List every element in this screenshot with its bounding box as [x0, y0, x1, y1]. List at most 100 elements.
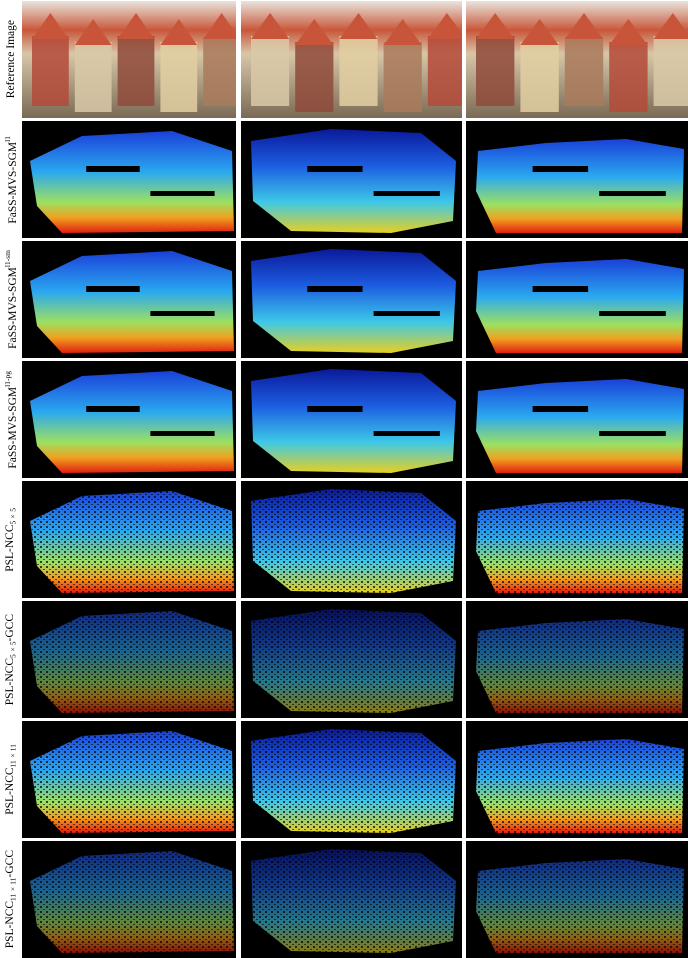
roof	[564, 13, 604, 39]
image	[466, 481, 688, 598]
roof	[653, 13, 688, 39]
noise	[476, 739, 684, 833]
hole	[307, 166, 363, 172]
depth-map	[251, 129, 456, 233]
hole	[150, 191, 215, 196]
image-cell	[241, 841, 462, 958]
depth-map	[251, 249, 456, 353]
label-sup: l1-pg	[3, 370, 13, 387]
image	[466, 721, 688, 838]
depth-map	[476, 259, 684, 353]
image	[241, 721, 462, 838]
figure-row: PSL-NCC5×5	[0, 481, 688, 598]
hole	[532, 286, 589, 292]
image-cell	[22, 481, 236, 598]
image	[466, 361, 688, 478]
image	[241, 1, 462, 118]
figure-row: PSL-NCC5×5-GCC	[0, 601, 688, 718]
noise	[30, 851, 234, 953]
image-cell	[22, 601, 236, 718]
label-text: FaSS-MVS-SGM	[6, 267, 19, 349]
figure-row: Reference Image	[0, 1, 688, 118]
image-cell	[466, 721, 688, 838]
label-text: PSL-NCC	[4, 657, 17, 706]
row-label-text: FaSS-MVS-SGMl1-pg	[3, 371, 19, 469]
roof	[32, 13, 69, 39]
depth-map	[30, 371, 234, 473]
depth-map	[476, 379, 684, 473]
label-text: PSL-NCC	[4, 767, 17, 815]
hole	[599, 431, 666, 436]
row-label: FaSS-MVS-SGMl1-pg	[0, 361, 22, 478]
image-cell	[22, 361, 236, 478]
noise	[476, 859, 684, 953]
image	[241, 601, 462, 718]
label-text: PSL-NCC	[4, 901, 17, 949]
image	[241, 481, 462, 598]
label-suffix: -GCC	[4, 850, 17, 878]
hole	[373, 431, 440, 436]
figure-row: FaSS-MVS-SGMl1	[0, 121, 688, 238]
image-cell	[241, 481, 462, 598]
image-cell	[22, 841, 236, 958]
image	[241, 361, 462, 478]
noise	[251, 729, 456, 833]
label-text: FaSS-MVS-SGM	[6, 141, 19, 224]
image	[241, 841, 462, 958]
figure-row: PSL-NCC11×11-GCC	[0, 841, 688, 958]
image-cell	[466, 361, 688, 478]
row-label-text: PSL-NCC11×11	[4, 744, 17, 815]
image-cell	[466, 841, 688, 958]
row-label-text: PSL-NCC5×5	[4, 508, 17, 572]
roof	[427, 13, 462, 39]
roof	[520, 19, 559, 45]
facade	[74, 42, 112, 112]
image-cell	[241, 241, 462, 358]
row-label: PSL-NCC11×11	[0, 721, 22, 838]
label-text: Reference Image	[5, 20, 17, 99]
image-cell	[22, 241, 236, 358]
row-label: FaSS-MVS-SGMl1-sm	[0, 241, 22, 358]
facade	[476, 36, 515, 106]
image	[22, 1, 236, 118]
row-label-text: FaSS-MVS-SGMl1	[3, 136, 19, 224]
noise	[30, 611, 234, 713]
roof	[339, 13, 378, 39]
label-sub: 11×11	[8, 877, 18, 902]
row-label: PSL-NCC5×5	[0, 481, 22, 598]
label-sup: l1	[3, 135, 13, 142]
noise	[251, 609, 456, 713]
facade	[160, 42, 198, 112]
depth-map	[476, 139, 684, 233]
hole	[599, 191, 666, 196]
image	[466, 841, 688, 958]
hole	[150, 311, 215, 316]
row-label: Reference Image	[0, 1, 22, 118]
noise	[476, 619, 684, 713]
hole	[150, 431, 215, 436]
hole	[307, 406, 363, 412]
noise	[251, 489, 456, 593]
facade	[609, 42, 648, 112]
image-cell	[466, 1, 688, 118]
facade	[427, 36, 462, 106]
image-cell	[22, 121, 236, 238]
label-text: FaSS-MVS-SGM	[6, 386, 19, 469]
image	[466, 241, 688, 358]
hole	[307, 286, 363, 292]
image-cell	[241, 601, 462, 718]
image	[22, 601, 236, 718]
hole	[86, 286, 140, 292]
facade	[295, 42, 334, 112]
label-suffix: -GCC	[4, 613, 17, 642]
image	[22, 721, 236, 838]
hole	[86, 406, 140, 412]
image	[466, 121, 688, 238]
image	[241, 241, 462, 358]
roof	[203, 13, 236, 39]
hole	[86, 166, 140, 172]
image-cell	[22, 721, 236, 838]
facade	[251, 36, 290, 106]
roof	[117, 13, 155, 39]
